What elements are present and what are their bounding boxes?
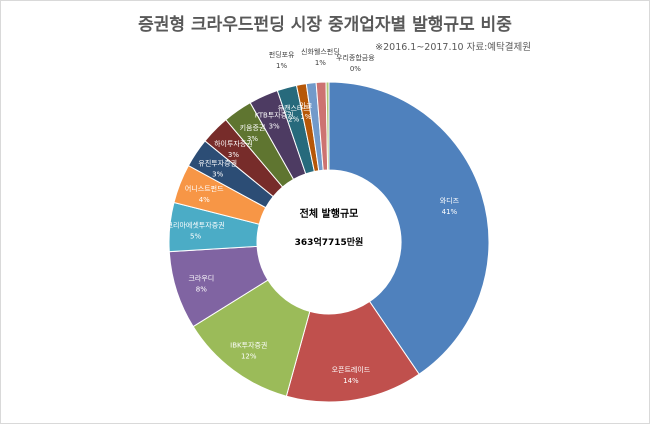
slice-value-label: 3% — [269, 123, 280, 131]
slice-name-label: 어니스트펀드 — [185, 184, 224, 193]
slice-value-label: 3% — [247, 135, 258, 143]
center-value: 363억7715만원 — [295, 236, 364, 248]
slice-name-label: 유캔스타트 — [278, 104, 311, 113]
slice-name-label: 신화웰스펀딩 — [301, 47, 340, 56]
slice-name-label: 인크 — [299, 101, 312, 110]
slice-value-label: 12% — [241, 352, 257, 360]
labels-layer: 와디즈 41% 오픈트레이드 14% IBK투자증권 12% 크라우디 8% 코리아에셋투자증권… — [167, 47, 460, 385]
center-label: 전체 발행규모 363억7715만원 — [295, 207, 364, 248]
slice-1 — [328, 81, 490, 375]
slice-name-label: 우리종합금융 — [336, 53, 375, 62]
slice-value-label: 0% — [350, 65, 361, 73]
slice-name-label: KTB투자증권 — [255, 111, 294, 120]
slice-name-label: 오픈트레이드 — [332, 365, 371, 374]
chart-title: 증권형 크라우드펀딩 시장 중개업자별 발행규모 비중 — [138, 15, 512, 35]
slices-layer — [168, 81, 490, 403]
slice-value-label: 14% — [343, 377, 359, 385]
slice-value-label: 1% — [276, 62, 287, 70]
slice-15 — [325, 81, 330, 171]
slice-name-label: 크라우디 — [188, 274, 214, 283]
slice-name-label: IBK투자증권 — [230, 340, 267, 349]
slice-value-label: 3% — [228, 151, 239, 159]
slice-name-label: 와디즈 — [440, 196, 460, 205]
slice-name-label: 하이투자증권 — [214, 139, 253, 148]
slice-name-label: 키움증권 — [240, 123, 266, 132]
slice-value-label: 1% — [315, 59, 326, 67]
chart-source-note: ※2016.1~2017.10 자료:예탁결제원 — [375, 42, 531, 53]
slice-value-label: 41% — [442, 208, 458, 216]
slice-value-label: 4% — [199, 196, 210, 204]
slice-name-label: 펀딩포유 — [269, 50, 295, 59]
slice-name-label: 코리아에셋투자증권 — [167, 220, 225, 229]
slice-2 — [285, 300, 420, 403]
slice-value-label: 1% — [300, 113, 311, 121]
slice-value-label: 2% — [288, 116, 299, 124]
center-title: 전체 발행규모 — [300, 207, 359, 220]
slice-value-label: 5% — [190, 232, 201, 240]
slice-value-label: 8% — [196, 286, 207, 294]
slice-name-label: 유진투자증권 — [198, 158, 237, 167]
slice-value-label: 3% — [212, 170, 223, 178]
